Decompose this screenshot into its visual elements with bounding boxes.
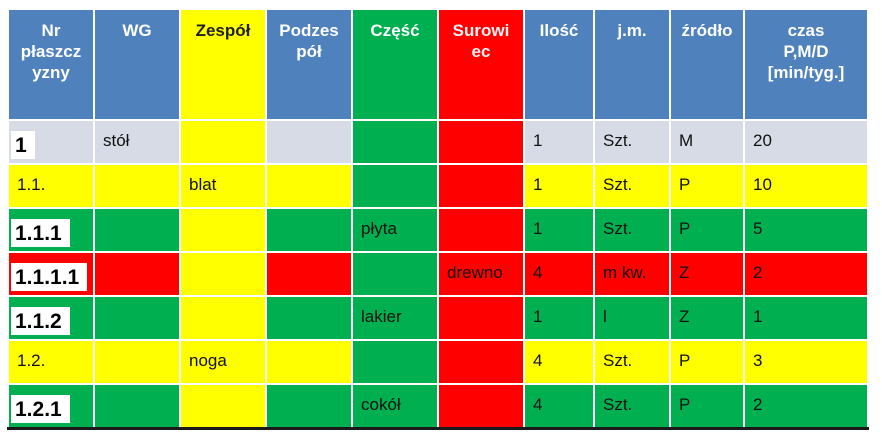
cell-czesc: płyta <box>351 207 439 253</box>
cell-ilosc: 1 <box>523 119 595 165</box>
cell-czesc: lakier <box>351 295 439 341</box>
header-ilosc: Ilość <box>523 8 595 121</box>
header-nr: Nr płaszcz yzny <box>7 8 95 121</box>
header-wg: WG <box>93 8 181 121</box>
cell-ilosc: 1 <box>523 207 595 253</box>
cell-podzespol <box>265 339 353 385</box>
cell-nr: 1.2.1 <box>7 383 95 429</box>
cell-nr: 1.1.1 <box>7 207 95 253</box>
cell-surowiec <box>437 119 525 165</box>
table-row: 1.2.1 cokół 4 Szt. P 2 <box>7 383 869 429</box>
cell-surowiec <box>437 207 525 253</box>
header-row: Nr płaszcz yzny WG Zespół Podzes pół Część … <box>7 8 869 121</box>
header-podzespol: Podzes pół <box>265 8 353 121</box>
cell-zrodlo: M <box>669 119 745 165</box>
cell-nr: 1.1. <box>7 163 95 209</box>
cell-czas: 20 <box>743 119 869 165</box>
cell-ilosc: 1 <box>523 163 595 209</box>
cell-czesc <box>351 251 439 297</box>
cell-zespol <box>179 383 267 429</box>
cell-podzespol <box>265 163 353 209</box>
cell-zespol <box>179 251 267 297</box>
cell-zespol <box>179 207 267 253</box>
cell-zrodlo: P <box>669 383 745 429</box>
header-surowiec: Surowi ec <box>437 8 525 121</box>
cell-jm: Szt. <box>593 207 671 253</box>
header-zrodlo: źródło <box>669 8 745 121</box>
cell-surowiec <box>437 163 525 209</box>
bom-table: Nr płaszcz yzny WG Zespół Podzes pół Część … <box>7 8 869 430</box>
cell-czas: 2 <box>743 251 869 297</box>
cell-jm: l <box>593 295 671 341</box>
cell-jm: Szt. <box>593 163 671 209</box>
cell-surowiec <box>437 383 525 429</box>
table-row: 1.1.1.1 drewno 4 m kw. Z 2 <box>7 251 869 297</box>
cell-zespol: blat <box>179 163 267 209</box>
table-row: 1.1. blat 1 Szt. P 10 <box>7 163 869 209</box>
cell-nr: 1.1.1.1 <box>7 251 95 297</box>
header-czesc: Część <box>351 8 439 121</box>
cell-czesc <box>351 163 439 209</box>
cell-zespol <box>179 119 267 165</box>
cell-czesc <box>351 119 439 165</box>
cell-wg <box>93 251 181 297</box>
cell-zrodlo: P <box>669 163 745 209</box>
cell-czesc: cokół <box>351 383 439 429</box>
cell-podzespol <box>265 207 353 253</box>
table-row: 1.1.2 lakier 1 l Z 1 <box>7 295 869 341</box>
cell-czas: 10 <box>743 163 869 209</box>
header-zespol: Zespół <box>179 8 267 121</box>
cell-wg <box>93 163 181 209</box>
cell-wg <box>93 339 181 385</box>
table-row: 1 stół 1 Szt. M 20 <box>7 119 869 165</box>
cell-zespol <box>179 295 267 341</box>
cell-zrodlo: P <box>669 207 745 253</box>
cell-ilosc: 4 <box>523 383 595 429</box>
header-jm: j.m. <box>593 8 671 121</box>
cell-jm: m kw. <box>593 251 671 297</box>
cell-ilosc: 4 <box>523 339 595 385</box>
header-czas: czas P,M/D [min/tyg.] <box>743 8 869 121</box>
cell-zespol: noga <box>179 339 267 385</box>
cell-zrodlo: Z <box>669 251 745 297</box>
table-row: 1.2. noga 4 Szt. P 3 <box>7 339 869 385</box>
cell-ilosc: 1 <box>523 295 595 341</box>
cell-nr: 1.1.2 <box>7 295 95 341</box>
cell-surowiec <box>437 339 525 385</box>
cell-ilosc: 4 <box>523 251 595 297</box>
cell-czas: 5 <box>743 207 869 253</box>
cell-wg <box>93 295 181 341</box>
table-row: 1.1.1 płyta 1 Szt. P 5 <box>7 207 869 253</box>
cell-zrodlo: Z <box>669 295 745 341</box>
cell-podzespol <box>265 251 353 297</box>
cell-surowiec: drewno <box>437 251 525 297</box>
cell-czas: 1 <box>743 295 869 341</box>
cell-podzespol <box>265 119 353 165</box>
cell-wg: stół <box>93 119 181 165</box>
cell-jm: Szt. <box>593 119 671 165</box>
cell-jm: Szt. <box>593 339 671 385</box>
cell-surowiec <box>437 295 525 341</box>
cell-wg <box>93 383 181 429</box>
cell-zrodlo: P <box>669 339 745 385</box>
cell-czesc <box>351 339 439 385</box>
cell-podzespol <box>265 383 353 429</box>
cell-jm: Szt. <box>593 383 671 429</box>
cell-czas: 3 <box>743 339 869 385</box>
cell-podzespol <box>265 295 353 341</box>
cell-wg <box>93 207 181 253</box>
cell-czas: 2 <box>743 383 869 429</box>
cell-nr: 1 <box>7 119 95 165</box>
cell-nr: 1.2. <box>7 339 95 385</box>
